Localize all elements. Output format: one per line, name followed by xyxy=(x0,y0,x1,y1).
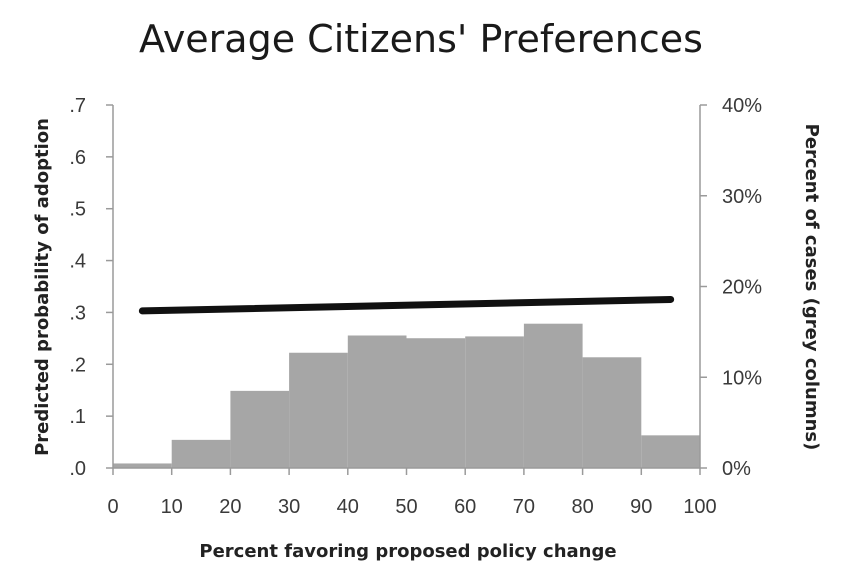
probability-line-layer xyxy=(138,295,675,315)
y2-tick-label: 10% xyxy=(722,367,762,389)
x-tick-label: 70 xyxy=(513,496,535,518)
histogram-bar-3 xyxy=(289,352,348,468)
y-tick-label: .2 xyxy=(69,354,86,376)
x-tick-label: 90 xyxy=(630,496,652,518)
y-tick-label: .3 xyxy=(69,302,86,324)
histogram-bar-2 xyxy=(230,390,290,468)
y2-tick-label: 40% xyxy=(722,95,762,117)
x-tick-label: 50 xyxy=(395,496,417,518)
x-tick-label: 30 xyxy=(278,496,300,518)
x-tick-label: 40 xyxy=(337,496,359,518)
y2-axis-title: Percent of cases (grey columns) xyxy=(801,124,822,451)
y-tick-label: .5 xyxy=(69,199,86,221)
x-tick-label: 80 xyxy=(571,496,593,518)
y2-tick-label: 20% xyxy=(722,277,762,299)
y2-tick-label: 0% xyxy=(722,458,751,480)
x-tick-label: 20 xyxy=(219,496,241,518)
x-tick-label: 100 xyxy=(683,496,716,518)
y-tick-label: .1 xyxy=(69,406,86,428)
x-tick-label: 0 xyxy=(107,496,118,518)
histogram-bar-0 xyxy=(113,463,172,468)
histogram-bars xyxy=(113,323,700,468)
histogram-bar-8 xyxy=(582,357,642,468)
axes: .0 .1 .2 .3 .4 .5 .6 .7 0% 10% 20% 30% 40% 0 10 20 30 40 5… xyxy=(69,95,762,518)
histogram-bar-9 xyxy=(641,435,700,468)
histogram-bar-1 xyxy=(171,439,231,468)
y-tick-label: .6 xyxy=(69,147,86,169)
histogram-bar-5 xyxy=(406,338,466,468)
probability-line xyxy=(138,295,675,315)
histogram-bar-4 xyxy=(347,335,407,468)
y-axis-title: Predicted probability of adoption xyxy=(32,118,53,456)
x-axis-title: Percent favoring proposed policy change xyxy=(199,541,616,562)
chart-title: Average Citizens' Preferences xyxy=(139,17,703,61)
x-tick-label: 10 xyxy=(161,496,183,518)
y-tick-label: .7 xyxy=(69,95,86,117)
y-tick-label: .4 xyxy=(69,251,86,273)
histogram-bar-6 xyxy=(465,336,524,468)
y-tick-label: .0 xyxy=(69,458,86,480)
y2-tick-label: 30% xyxy=(722,186,762,208)
x-tick-label: 60 xyxy=(454,496,476,518)
histogram-bar-7 xyxy=(523,323,583,468)
